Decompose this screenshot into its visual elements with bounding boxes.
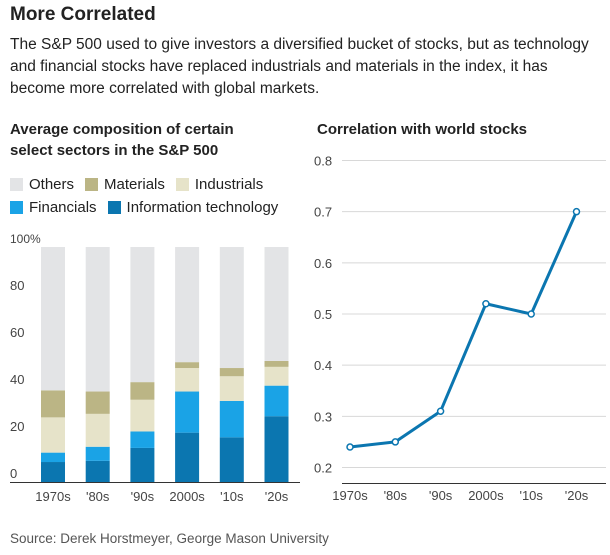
stacked-bar-chart: 0 20 40 60 80 100% 1970s '80s '90s 2000s '10s '20s bbox=[10, 232, 300, 504]
line-x-tick-label: '10s bbox=[519, 488, 543, 503]
legend-label-financials: Financials bbox=[29, 198, 97, 216]
line-y-tick-label: 0.7 bbox=[314, 205, 332, 220]
bar-segment-financials bbox=[85, 446, 110, 461]
line-y-tick-label: 0.5 bbox=[314, 307, 332, 322]
bar-y-tick-label: 20 bbox=[10, 419, 24, 434]
legend-row-1: Others Materials Industrials bbox=[10, 173, 310, 195]
bar-segment-information-technology bbox=[130, 447, 155, 482]
chart-subtitle: The S&P 500 used to give investors a div… bbox=[10, 36, 589, 97]
bar-segment-financials bbox=[175, 391, 200, 433]
bar-segment-materials bbox=[219, 368, 244, 377]
line-x-tick-label: 2000s bbox=[468, 488, 504, 503]
bar-segment-financials bbox=[264, 385, 289, 417]
correlation-point bbox=[346, 443, 354, 451]
source-note: Source: Derek Horstmeyer, George Mason U… bbox=[10, 531, 329, 546]
line-y-tick-label: 0.3 bbox=[314, 409, 332, 424]
bar-segment-financials bbox=[130, 431, 155, 448]
correlation-point bbox=[572, 207, 581, 216]
line-chart-title: Correlation with world stocks bbox=[317, 121, 528, 138]
bar-y-tick-label: 100% bbox=[10, 232, 41, 246]
bar-segment-information-technology bbox=[41, 462, 65, 482]
bar-segment-industrials bbox=[130, 399, 155, 432]
bar-y-tick-label: 0 bbox=[10, 466, 17, 481]
bar-segment-information-technology bbox=[219, 437, 244, 482]
legend-item-financials: Financials bbox=[10, 199, 97, 216]
bar-x-tick-label: '20s bbox=[265, 489, 289, 504]
bar-x-tick-label: '80s bbox=[86, 489, 110, 504]
line-x-tick-label: '80s bbox=[384, 488, 408, 503]
legend-row-2: Financials Information technology bbox=[10, 196, 310, 218]
bar-segment-information-technology bbox=[85, 460, 110, 482]
correlation-line bbox=[349, 211, 578, 449]
legend-item-information-technology: Information technology bbox=[107, 198, 279, 216]
bar-segment-industrials bbox=[219, 376, 244, 401]
bar-y-tick-label: 80 bbox=[10, 278, 24, 293]
bar-segment-financials bbox=[41, 452, 65, 463]
line-chart: 0.2 0.3 0.4 0.5 0.6 0.7 0.8 1970s '80s '90s 2000s '… bbox=[314, 154, 606, 503]
bar-segment-information-technology bbox=[175, 432, 200, 482]
line-y-tick-label: 0.2 bbox=[314, 461, 332, 476]
legend-label-others: Others bbox=[29, 175, 75, 193]
bar-x-tick-label: 1970s bbox=[35, 489, 71, 504]
bar-x-tick-label: 2000s bbox=[169, 489, 205, 504]
line-y-tick-label: 0.4 bbox=[314, 358, 332, 373]
bar-segment-materials bbox=[130, 382, 155, 400]
bar-segment-information-technology bbox=[264, 416, 289, 482]
legend-swatch-materials bbox=[85, 177, 99, 191]
line-x-tick-label: '90s bbox=[429, 488, 453, 503]
bar-segment-others bbox=[130, 247, 155, 383]
legend-label-materials: Materials bbox=[104, 175, 165, 193]
bar-segment-materials bbox=[264, 360, 289, 367]
legend-label-information-technology: Information technology bbox=[126, 198, 279, 216]
correlation-point bbox=[527, 310, 535, 318]
legend-swatch-financials bbox=[10, 200, 23, 214]
bar-segment-materials bbox=[41, 390, 65, 418]
legend-swatch-industrials bbox=[175, 177, 189, 191]
correlation-point bbox=[482, 300, 490, 308]
correlation-point bbox=[436, 407, 445, 415]
bar-x-tick-label: '10s bbox=[220, 489, 244, 504]
bar-segment-others bbox=[85, 247, 110, 392]
bar-chart-title-line-2: select sectors in the S&P 500 bbox=[10, 142, 219, 159]
bar-segment-others bbox=[175, 247, 200, 363]
line-x-tick-label: 1970s bbox=[332, 488, 368, 503]
legend-item-others: Others bbox=[10, 176, 74, 193]
chart-title: More Correlated bbox=[10, 4, 156, 25]
bar-segment-industrials bbox=[85, 413, 110, 447]
bar-segment-financials bbox=[219, 400, 244, 438]
line-x-tick-label: '20s bbox=[565, 488, 589, 503]
bar-segment-industrials bbox=[41, 417, 65, 453]
bar-y-tick-label: 60 bbox=[10, 325, 24, 340]
bar-segment-others bbox=[264, 247, 289, 361]
bar-segment-industrials bbox=[175, 368, 200, 392]
bar-chart-title: Average composition of certain select se… bbox=[10, 119, 310, 161]
bar-segment-others bbox=[219, 247, 244, 369]
bar-segment-others bbox=[41, 247, 65, 391]
legend-swatch-others bbox=[10, 177, 23, 191]
bar-segment-materials bbox=[175, 362, 200, 369]
bar-chart-title-line-1: Average composition of certain bbox=[10, 121, 234, 138]
bar-segment-materials bbox=[85, 391, 110, 414]
legend-swatch-information-technology bbox=[107, 200, 121, 214]
line-y-tick-label: 0.6 bbox=[314, 256, 332, 271]
line-y-tick-label: 0.8 bbox=[314, 154, 332, 169]
bar-segment-industrials bbox=[264, 366, 289, 386]
legend-item-materials: Materials bbox=[85, 176, 165, 193]
legend-label-industrials: Industrials bbox=[194, 175, 264, 193]
bar-chart-legend: Others Materials Industrials Financials … bbox=[10, 173, 310, 219]
bar-y-tick-label: 40 bbox=[10, 372, 24, 387]
correlation-point bbox=[391, 438, 400, 446]
bar-x-tick-label: '90s bbox=[131, 489, 155, 504]
legend-item-industrials: Industrials bbox=[175, 175, 264, 193]
